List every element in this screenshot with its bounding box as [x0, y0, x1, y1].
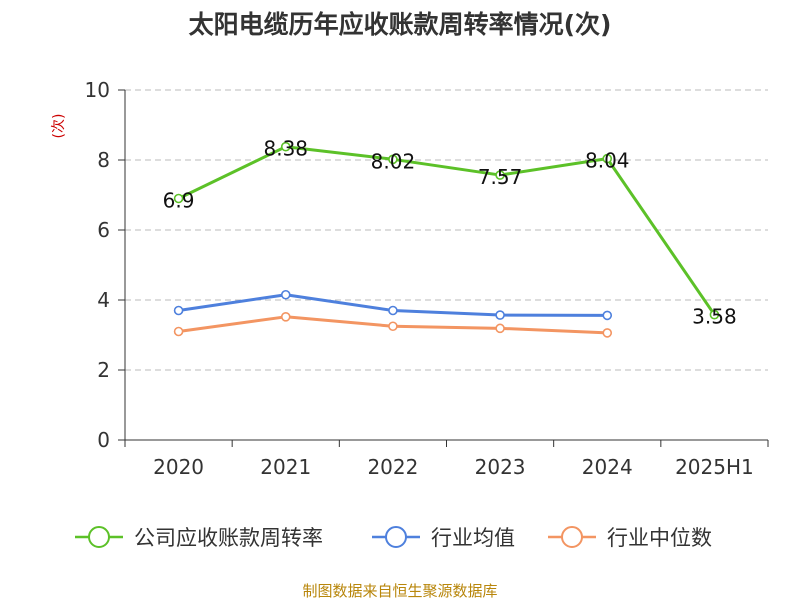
legend-item-1[interactable]: 行业均值 [372, 526, 515, 550]
data-labels: 6.9 8.38 8.02 7.57 8.04 3.58 [163, 137, 737, 329]
data-point [280, 141, 291, 152]
x-tick-label: 2021 [260, 455, 311, 479]
y-tick-label: 8 [97, 148, 110, 172]
x-tick-label: 2024 [582, 455, 633, 479]
legend-marker [88, 526, 110, 548]
y-tick-label: 6 [97, 218, 110, 242]
data-point [709, 309, 720, 320]
legend-label: 行业中位数 [607, 526, 712, 550]
data-point [495, 170, 505, 180]
source-note: 制图数据来自恒生聚源数据库 [302, 582, 497, 600]
data-point [173, 305, 184, 316]
data-point [495, 310, 505, 320]
data-label: 8.04 [585, 149, 630, 173]
data-label: 6.9 [163, 189, 195, 213]
series-line-0 [177, 145, 716, 316]
data-point [602, 153, 613, 164]
data-point [602, 310, 613, 321]
data-point [280, 289, 291, 300]
data-point [173, 326, 184, 337]
axes: 0 2 4 6 8 10 2020 2021 2022 2023 2024 2025H1 [85, 78, 769, 479]
grid-lines [125, 89, 768, 371]
y-tick-label: 2 [97, 358, 110, 382]
legend-item-2[interactable]: 行业中位数 [548, 526, 712, 550]
y-tick-label: 4 [97, 288, 110, 312]
x-tick-label: 2020 [153, 455, 204, 479]
legend-marker [385, 526, 407, 548]
data-point [173, 193, 184, 204]
legend-item-0[interactable]: 公司应收账款周转率 [75, 526, 323, 550]
legend-label: 行业均值 [431, 526, 515, 550]
legend-marker [561, 526, 583, 548]
data-label: 8.02 [371, 149, 416, 173]
legend[interactable]: 公司应收账款周转率 行业均值 行业中位数 [75, 526, 712, 550]
data-point [495, 323, 505, 334]
y-tick-label: 0 [97, 428, 110, 452]
data-label: 7.57 [478, 165, 523, 189]
x-tick-label: 2025H1 [675, 455, 754, 479]
y-tick-label: 10 [85, 78, 110, 102]
data-point [388, 154, 398, 165]
data-label: 3.58 [692, 305, 737, 329]
y-axis-unit-label: (次) [51, 114, 67, 139]
x-tick-label: 2023 [475, 455, 526, 479]
data-point [280, 311, 291, 322]
data-point [602, 328, 613, 338]
data-point [388, 321, 398, 332]
legend-label: 公司应收账款周转率 [134, 526, 323, 550]
series-group [173, 141, 720, 338]
x-tick-label: 2022 [367, 455, 418, 479]
chart-title: 太阳电缆历年应收账款周转率情况(次) [189, 10, 612, 39]
data-point [388, 305, 398, 316]
data-label: 8.38 [263, 137, 308, 161]
